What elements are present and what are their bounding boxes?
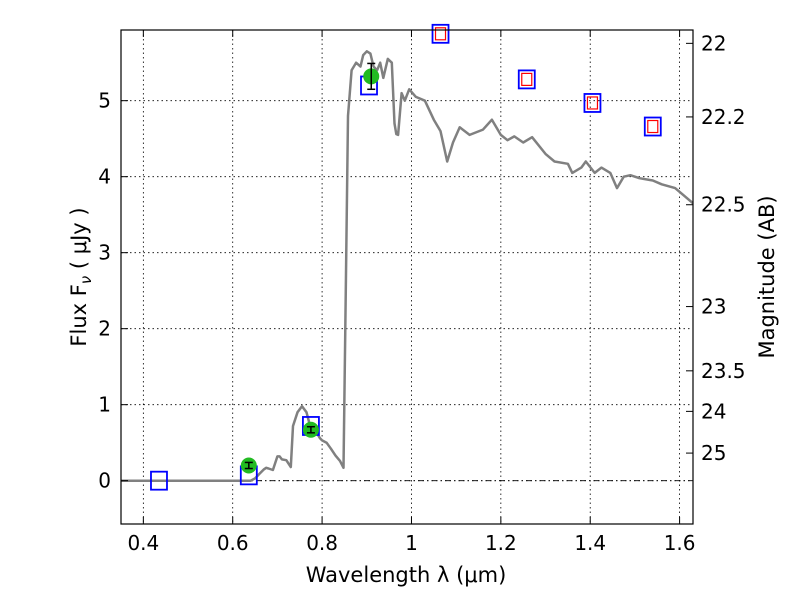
y-tick-label: 2 [98,317,111,341]
model-photometry-marker [643,116,662,137]
right-tick-label: 25 [701,441,726,465]
plot-frame [120,29,694,525]
x-tick-label: 1 [405,531,418,555]
right-tick-label: 22 [701,31,726,55]
right-tick-label: 23 [701,295,726,319]
y-tick-label: 3 [98,241,111,265]
y-axis-label-unit: ( μJy ) [67,207,91,275]
ticks: 0.4 0.6 0.8 1 1.2 1.4 1.60123452222.222.52323.… [98,30,746,555]
model-photometry-marker [583,93,602,113]
right-tick-label: 24 [701,399,726,423]
y-tick-label: 4 [98,165,111,189]
x-axis-label: Wavelength λ (μm) [306,563,507,587]
right-tick-label: 22.2 [701,105,746,129]
model-photometry-marker [517,69,536,90]
model-photometry-marker [431,23,450,44]
y-axis-label-sub: ν [77,276,95,284]
predicted-marker [521,72,533,87]
y-tick-label: 5 [98,89,111,113]
model-spectrum-line [121,50,693,482]
x-tick-label: 1.6 [664,531,696,555]
x-tick-label: 1.2 [485,531,517,555]
x-tick-label: 1.4 [574,531,606,555]
predicted-marker [647,119,659,134]
x-tick-label: 0.6 [217,531,249,555]
marker-layer [150,23,662,491]
x-tick-label: 0.8 [306,531,338,555]
model-photometry-marker [150,470,168,491]
predicted-marker [586,96,599,110]
data-layer [121,50,693,482]
grid [121,30,693,524]
right-axis-label: Magnitude (AB) [755,195,779,358]
right-tick-label: 23.5 [701,359,746,383]
y-tick-label: 0 [98,469,111,493]
predicted-marker [434,27,447,41]
y-tick-label: 1 [98,393,111,417]
y-axis-label: Flux Fν ( μJy ) [67,207,95,346]
y-axis-label-main: Flux F [67,284,91,346]
x-tick-label: 0.4 [127,531,159,555]
right-tick-label: 22.5 [701,193,746,217]
